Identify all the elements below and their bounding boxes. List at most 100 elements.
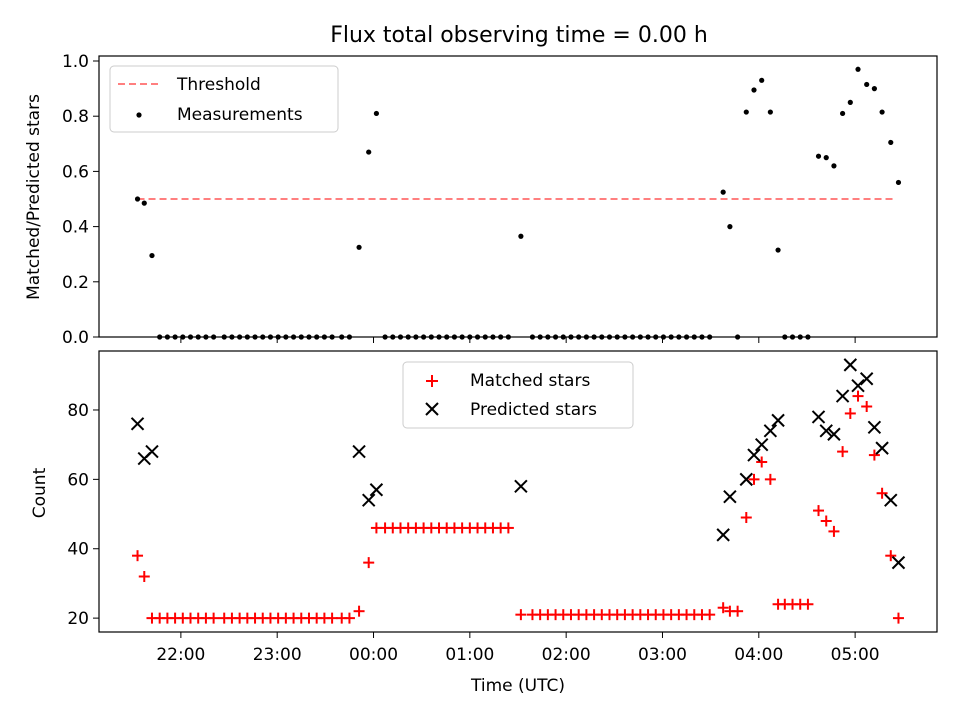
measurement-point — [815, 153, 822, 159]
matched-star-marker — [844, 407, 856, 419]
predicted-star-marker — [891, 555, 906, 570]
measurement-point — [356, 244, 362, 250]
measurement-point — [720, 189, 726, 195]
bottom-legend: Matched stars Predicted stars — [402, 361, 634, 429]
predicted-star-marker — [352, 444, 366, 459]
measurement-point — [831, 163, 837, 169]
measurement-point — [518, 233, 524, 239]
top-y-tick-label: 0.6 — [62, 162, 89, 182]
x-tick-label: 03:00 — [638, 645, 687, 665]
x-tick-label: 23:00 — [253, 645, 302, 665]
measurement-point — [373, 110, 380, 117]
legend-predicted-swatch — [425, 402, 439, 416]
predicted-star-marker — [851, 378, 865, 393]
bottom-plot-frame — [98, 350, 938, 633]
legend-matched-label: Matched stars — [470, 371, 590, 391]
bottom-y-tick-label: 20 — [67, 609, 89, 629]
measurement-point — [895, 179, 902, 186]
matched-star-marker — [515, 609, 527, 621]
legend-threshold-label: Threshold — [176, 75, 261, 95]
predicted-star-marker — [835, 389, 850, 403]
matched-star-marker — [861, 401, 873, 413]
measurement-point — [366, 149, 372, 155]
predicted-star-marker — [763, 424, 778, 438]
legend-predicted-label: Predicted stars — [470, 400, 597, 420]
matched-star-marker — [876, 487, 888, 499]
bottom-y-tick-label: 40 — [67, 540, 89, 560]
predicted-stars-points — [130, 358, 906, 570]
matched-star-marker — [748, 473, 760, 485]
matched-star-marker — [764, 473, 776, 485]
top-panel: 0.0 0.2 0.4 0.6 0.8 1.0 Matched/Predicted sta… — [24, 52, 938, 348]
predicted-star-marker — [369, 483, 384, 497]
x-tick-label: 00:00 — [349, 645, 398, 665]
predicted-star-marker — [811, 410, 826, 424]
top-y-tick-label: 0.2 — [62, 273, 89, 293]
matched-star-marker — [820, 515, 832, 527]
top-y-tick-label: 0.4 — [62, 218, 89, 238]
bottom-y-ticks: 20 40 60 80 — [67, 401, 99, 629]
predicted-star-marker — [361, 493, 376, 507]
x-tick-label: 04:00 — [734, 645, 783, 665]
matched-star-marker — [852, 390, 864, 402]
matched-star-marker — [717, 602, 729, 614]
matched-star-marker — [892, 612, 904, 624]
matched-star-marker — [208, 612, 220, 624]
top-y-tick-label: 1.0 — [62, 52, 89, 72]
measurement-point — [879, 109, 885, 115]
matched-star-marker — [326, 612, 338, 624]
x-axis-label: Time (UTC) — [470, 676, 565, 696]
measurement-point — [871, 86, 877, 92]
predicted-star-marker — [747, 448, 761, 462]
measurement-point — [759, 77, 765, 83]
measurement-point — [888, 139, 894, 146]
predicted-star-marker — [739, 472, 753, 487]
x-tick-label: 22:00 — [156, 645, 205, 665]
top-y-tick-label: 0.0 — [62, 328, 89, 348]
predicted-star-marker — [723, 489, 737, 504]
measurement-point — [727, 224, 733, 230]
matched-star-marker — [732, 605, 744, 617]
top-y-ticks: 0.0 0.2 0.4 0.6 0.8 1.0 — [62, 52, 99, 348]
matched-star-marker — [813, 505, 825, 517]
predicted-star-marker — [716, 528, 730, 542]
matched-star-marker — [502, 522, 514, 534]
top-y-axis-label: Matched/Predicted stars — [24, 94, 44, 300]
figure-title: Flux total observing time = 0.00 h — [330, 23, 708, 48]
legend-measurements-swatch — [136, 112, 142, 118]
x-tick-label: 05:00 — [831, 645, 880, 665]
bottom-y-tick-label: 60 — [67, 470, 89, 490]
matched-star-marker — [756, 456, 768, 468]
predicted-star-marker — [145, 444, 159, 459]
predicted-star-marker — [843, 358, 858, 372]
matched-star-marker — [138, 570, 150, 582]
measurement-point — [840, 110, 846, 117]
measurement-point — [751, 87, 757, 93]
top-y-tick-label: 0.8 — [62, 107, 89, 127]
matched-star-marker — [837, 446, 849, 458]
bottom-legend-box — [402, 361, 634, 429]
predicted-star-marker — [771, 413, 785, 428]
measurement-point — [767, 109, 773, 115]
measurement-point — [823, 155, 829, 161]
measurement-point — [134, 196, 141, 202]
matched-star-marker — [343, 612, 355, 624]
matched-star-marker — [740, 512, 752, 524]
measurement-point — [743, 109, 749, 115]
predicted-star-marker — [884, 493, 898, 507]
top-plot-frame — [98, 55, 938, 338]
x-tick-label: 02:00 — [542, 645, 591, 665]
measurement-point — [141, 200, 147, 206]
predicted-star-marker — [827, 427, 841, 441]
matched-star-marker — [828, 525, 840, 537]
matched-star-marker — [353, 605, 365, 617]
predicted-star-marker — [819, 424, 833, 438]
legend-measurements-label: Measurements — [177, 105, 303, 125]
matched-star-marker — [704, 609, 716, 621]
bottom-y-tick-label: 80 — [67, 401, 89, 421]
matched-star-marker — [885, 550, 897, 562]
matched-star-marker — [802, 598, 814, 610]
predicted-star-marker — [514, 479, 528, 494]
matched-star-marker — [868, 449, 880, 461]
